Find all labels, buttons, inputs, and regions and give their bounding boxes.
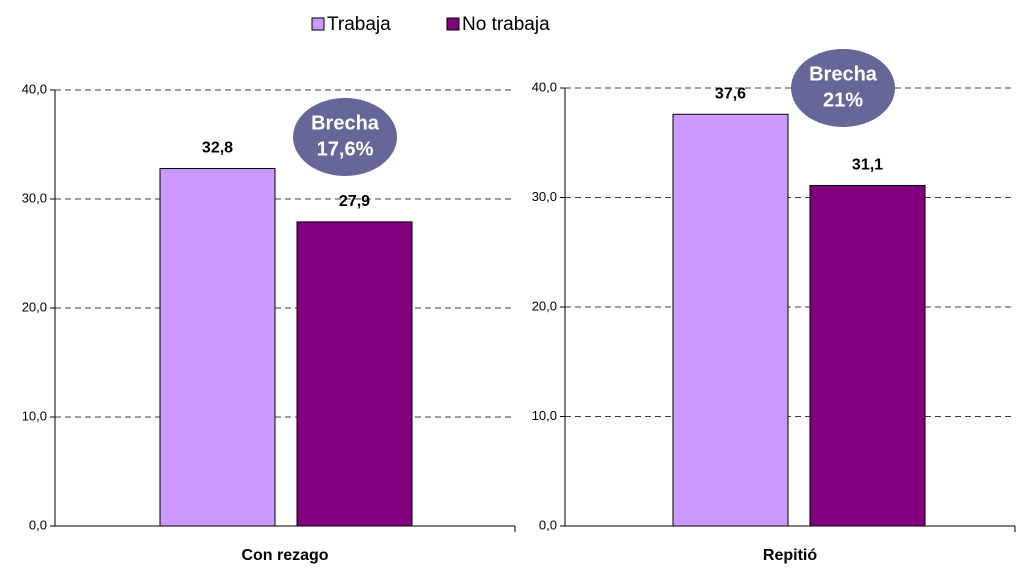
y-tick-label: 30,0 xyxy=(532,189,557,204)
value-label: 31,1 xyxy=(852,157,883,174)
bar xyxy=(809,184,926,527)
y-tick-label: 20,0 xyxy=(532,298,557,313)
value-label: 37,6 xyxy=(715,85,746,102)
legend-swatch xyxy=(311,17,325,31)
y-tick-label: 20,0 xyxy=(22,299,47,314)
annotation: Brecha xyxy=(809,63,878,85)
annotation: Brecha xyxy=(311,112,380,134)
legend-swatch xyxy=(446,17,460,31)
annotation: 17,6% xyxy=(317,138,374,160)
y-tick-label: 10,0 xyxy=(22,408,47,423)
bar xyxy=(159,167,276,527)
x-tick-label: Repitió xyxy=(763,547,817,564)
y-tick-label: 10,0 xyxy=(532,408,557,423)
y-tick-label: 40,0 xyxy=(532,79,557,94)
y-tick-label: 30,0 xyxy=(22,190,47,205)
bar xyxy=(296,221,413,527)
y-tick-label: 40,0 xyxy=(22,81,47,96)
annotation-bubble xyxy=(791,49,895,127)
x-tick-label: Con rezago xyxy=(241,547,328,564)
bar xyxy=(672,113,789,527)
legend-label: No trabaja xyxy=(462,14,550,35)
annotation: 21% xyxy=(823,89,863,111)
value-label: 27,9 xyxy=(339,193,370,210)
value-label: 32,8 xyxy=(202,140,233,157)
legend-label: Trabaja xyxy=(327,14,391,35)
y-tick-label: 0,0 xyxy=(29,517,47,532)
annotation-bubble xyxy=(293,98,397,176)
y-tick-label: 0,0 xyxy=(539,517,557,532)
